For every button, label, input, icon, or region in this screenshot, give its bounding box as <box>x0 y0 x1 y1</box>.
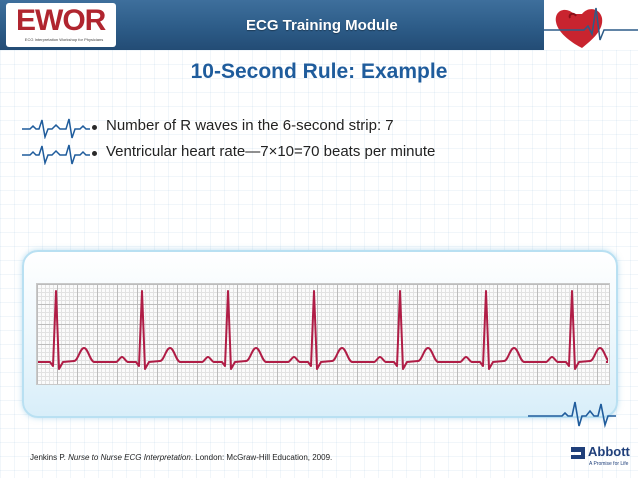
module-title: ECG Training Module <box>246 17 398 34</box>
ecg-grid-paper <box>36 283 610 385</box>
logo-text: EWOR <box>16 4 106 37</box>
logo-subtitle: ECG Interpretation Workshop for Physicia… <box>24 37 104 42</box>
ewor-logo: EWOR ECG Interpretation Workshop for Phy… <box>6 3 116 47</box>
citation-title: Nurse to Nurse ECG Interpretation <box>68 453 191 462</box>
citation-author: Jenkins P. <box>30 453 69 462</box>
ecg-waveform-icon <box>528 401 616 428</box>
ecg-trace-line <box>38 290 608 370</box>
header-bar: EWOR ECG Interpretation Workshop for Phy… <box>0 0 638 50</box>
abbott-logo: Abbott A Promise for Life <box>570 444 634 474</box>
heart-ecg-icon <box>544 0 638 50</box>
bullet-dot <box>92 125 97 130</box>
abbott-tagline: A Promise for Life <box>589 461 629 467</box>
ecg-waveform-icon <box>22 118 90 139</box>
bullet-item: Number of R waves in the 6-second strip:… <box>22 117 542 141</box>
footer-citation: Jenkins P. Nurse to Nurse ECG Interpreta… <box>30 453 332 462</box>
ecg-trace <box>38 290 608 370</box>
bullet-dot <box>92 151 97 156</box>
bullet-item: Ventricular heart rate—7×10=70 beats per… <box>22 143 542 167</box>
citation-rest: . London: McGraw-Hill Education, 2009. <box>190 453 333 462</box>
abbott-mark-icon <box>571 447 585 459</box>
abbott-name: Abbott <box>588 444 630 459</box>
bullet-text: Number of R waves in the 6-second strip:… <box>106 117 394 134</box>
bullet-text: Ventricular heart rate—7×10=70 beats per… <box>106 143 436 160</box>
ecg-waveform-icon <box>22 144 90 165</box>
slide-title: 10-Second Rule: Example <box>190 60 448 83</box>
